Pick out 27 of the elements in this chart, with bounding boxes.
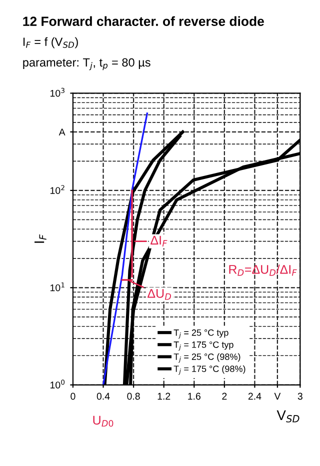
annotation: ΔU$_{D}$ [148,289,171,300]
chart-title: 12 Forward character. of reverse diode [23,16,264,26]
legend-label: T$_{j}$ = 25 °C typ [174,329,228,339]
x-tick-label: 0 [70,392,76,400]
x-tick-label: 3 [298,392,302,400]
legend-label: T$_{j}$ = 175 °C (98%) [174,365,246,375]
x-tick-label: 1.6 [188,392,200,400]
x-tick-label: 0.4 [96,392,110,400]
x-tick-label: 1.2 [158,392,170,400]
annotation: ΔI$_{F}$ [150,236,168,247]
y-tick-label: 10$^{2}$ [50,185,64,194]
chart-subtitle: I$_{F}$ = f (V$_{SD}$) [23,37,78,48]
x-tick-label: 2.4 [248,392,262,400]
x-tick-label: 2 [222,392,227,400]
x-tick-label: V [274,392,281,400]
annotation: R$_{D}$=ΔU$_{D}$/ΔI$_{F}$ [229,264,297,276]
legend-label: T$_{j}$ = 25 °C (98%) [174,353,240,363]
y-tick-label: 10$^{1}$ [50,282,64,292]
x-tick-label: 0.8 [127,392,140,400]
y-axis-title: I$_{F}$ [34,234,46,243]
x-axis-title: V$_{SD}$ [276,410,300,422]
y-tick-label: A [58,128,66,136]
y-tick-label: 10$^{0}$ [50,380,65,388]
text: parameter: T$_{j}$, t$_{p}$ = 80 µs [23,58,150,70]
y-tick-label: 10$^{3}$ [50,88,64,97]
legend-label: T$_{j}$ = 175 °C typ [174,341,234,351]
annotation: U$_{D0}$ [93,416,114,427]
